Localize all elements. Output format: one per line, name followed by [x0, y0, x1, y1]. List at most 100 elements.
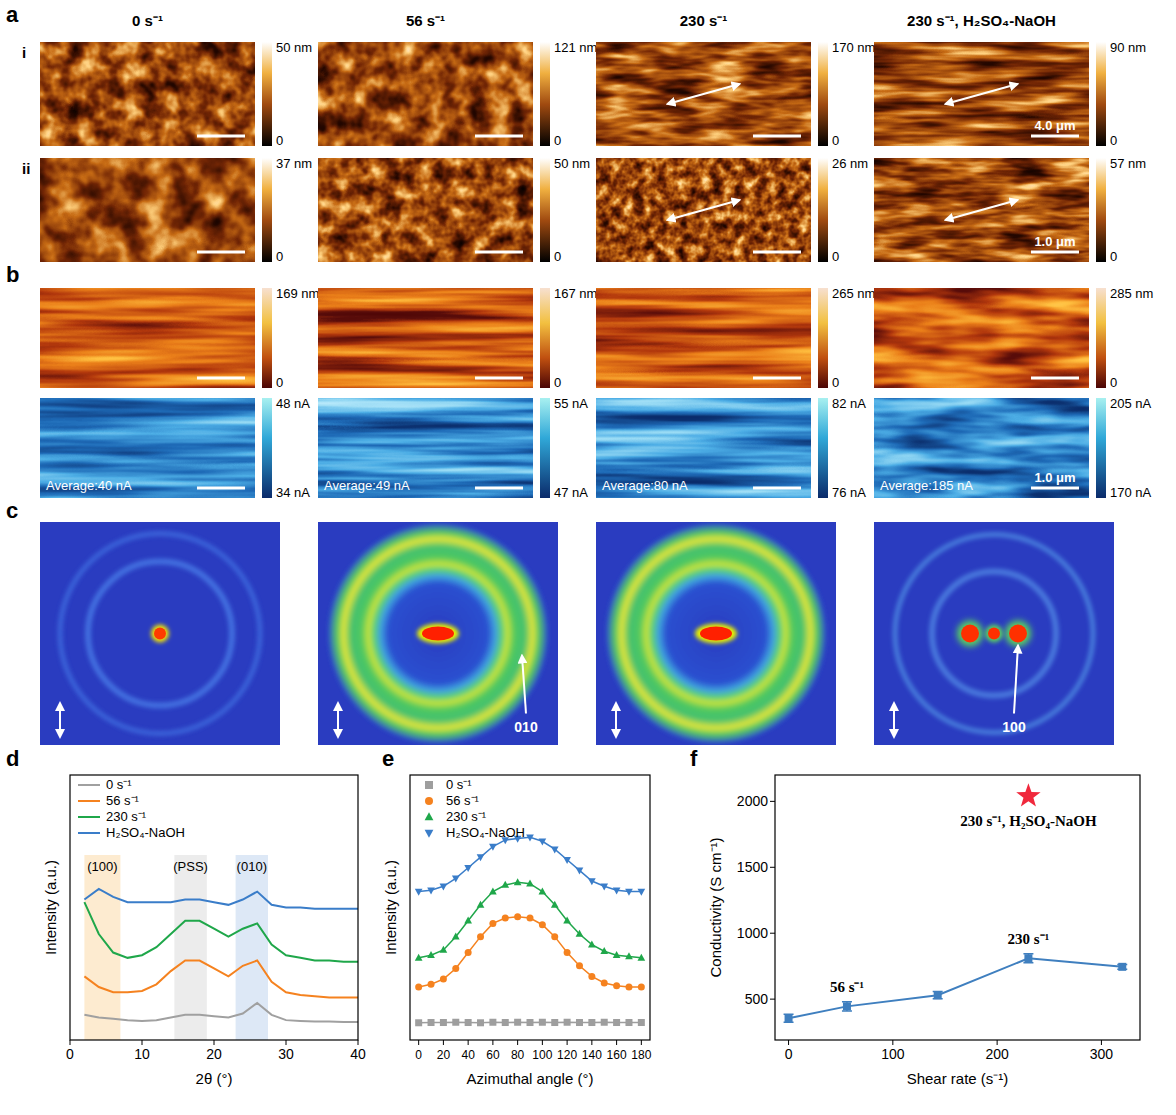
- figure: abcdef0 s⁻¹56 s⁻¹230 s⁻¹230 s⁻¹, H₂SO₄-N…: [0, 0, 1176, 1115]
- beam: [417, 624, 459, 644]
- series-point: [526, 879, 534, 886]
- height-image: [318, 288, 533, 388]
- afm-image: [318, 158, 533, 262]
- series-point: [415, 954, 423, 961]
- series-point: [477, 933, 484, 940]
- colorbar-label: 0: [1110, 133, 1117, 148]
- series-point: [638, 984, 645, 991]
- series-point: [613, 951, 621, 958]
- series-point: [427, 951, 435, 958]
- series-point: [934, 991, 942, 999]
- series-line: [84, 1003, 358, 1022]
- scale-bar: [197, 487, 245, 490]
- current-image: [40, 398, 255, 498]
- colorbar: [540, 158, 550, 262]
- peak-band: [174, 855, 206, 1040]
- scale-bar-label: 1.0 μm: [1034, 234, 1075, 249]
- legend-label: H₂SO₄-NaOH: [106, 825, 185, 840]
- annotation: 230 s⁻¹, H₂SO₄-NaOH: [960, 813, 1097, 829]
- x-tick: [70, 1040, 71, 1045]
- panel-label: e: [382, 746, 394, 771]
- series-point: [539, 838, 547, 845]
- series-point: [539, 921, 546, 928]
- x-tick-label: 20: [206, 1046, 222, 1062]
- scale-bar: [1031, 135, 1079, 138]
- x-tick: [468, 1040, 469, 1045]
- average-label: Average:40 nA: [46, 478, 132, 493]
- colorbar-label: 26 nm: [832, 156, 868, 171]
- x-tick-label: 160: [607, 1048, 627, 1062]
- beam: [422, 627, 454, 641]
- band-label: (100): [87, 859, 117, 874]
- x-tick-label: 140: [582, 1048, 602, 1062]
- x-tick: [616, 1040, 617, 1045]
- colorbar-label: 169 nm: [276, 286, 319, 301]
- legend-swatch: [78, 784, 100, 786]
- afm-image: [874, 158, 1089, 262]
- colorbar: [818, 42, 828, 146]
- series-point: [489, 844, 497, 851]
- series-point: [613, 982, 620, 989]
- series-point: [1118, 963, 1126, 971]
- colorbar-label: 50 nm: [554, 156, 590, 171]
- error-bar: [933, 991, 943, 998]
- x-tick: [358, 1040, 359, 1045]
- colorbar-label: 47 nA: [554, 485, 588, 500]
- series-point: [588, 940, 596, 947]
- colorbar-label: 0: [554, 133, 561, 148]
- series-point: [638, 1019, 645, 1026]
- row-label: ii: [22, 160, 30, 177]
- height-image: [874, 288, 1089, 388]
- ring: [88, 562, 232, 706]
- legend-swatch: [425, 812, 434, 820]
- orientation-arrow: [668, 200, 740, 220]
- orientation-arrow: [615, 703, 617, 737]
- giwaxs-pattern: [318, 522, 558, 745]
- series-line: [84, 902, 358, 962]
- series-point: [452, 932, 460, 939]
- colorbar-label: 37 nm: [276, 156, 312, 171]
- colorbar-label: 82 nA: [832, 396, 866, 411]
- current-image: [318, 398, 533, 498]
- x-tick-label: 100: [532, 1048, 552, 1062]
- spot: [1009, 625, 1027, 643]
- series-point: [625, 952, 633, 959]
- series-point: [514, 1019, 521, 1026]
- series-point: [637, 889, 645, 896]
- series-point: [564, 949, 571, 956]
- scale-bar-label: 1.0 μm: [1034, 470, 1075, 485]
- giwaxs-pattern: [874, 522, 1114, 745]
- series-point: [501, 881, 509, 888]
- average-label: Average:80 nA: [602, 478, 688, 493]
- x-tick: [443, 1040, 444, 1045]
- series-point: [415, 1019, 422, 1026]
- colorbar-label: 48 nA: [276, 396, 310, 411]
- x-axis-title: Shear rate (s⁻¹): [907, 1070, 1009, 1087]
- afm-image: [40, 42, 255, 146]
- colorbar-label: 34 nA: [276, 485, 310, 500]
- x-tick-label: 60: [486, 1048, 500, 1062]
- orientation-arrow: [946, 200, 1018, 220]
- spot: [1005, 621, 1031, 647]
- error-bar: [1023, 954, 1033, 963]
- series-line: [419, 882, 642, 958]
- series-point: [452, 1019, 459, 1026]
- legend-swatch: [425, 781, 433, 789]
- colorbar: [262, 42, 272, 146]
- x-tick-label: 10: [134, 1046, 150, 1062]
- ring: [328, 524, 548, 744]
- giwaxs-pattern: [40, 522, 280, 745]
- series-point: [601, 1019, 608, 1026]
- scale-bar: [1031, 377, 1079, 380]
- afm-image: [596, 158, 811, 262]
- series-point: [625, 1019, 632, 1026]
- series-point: [514, 878, 522, 885]
- series-line: [419, 837, 642, 891]
- series-point: [526, 834, 534, 841]
- x-tick-label: 0: [415, 1048, 422, 1062]
- panel-label: b: [6, 262, 19, 287]
- column-title: 230 s⁻¹, H₂SO₄-NaOH: [907, 12, 1056, 29]
- series-point: [613, 1019, 620, 1026]
- series-point: [428, 1019, 435, 1026]
- afm-image: [318, 42, 533, 146]
